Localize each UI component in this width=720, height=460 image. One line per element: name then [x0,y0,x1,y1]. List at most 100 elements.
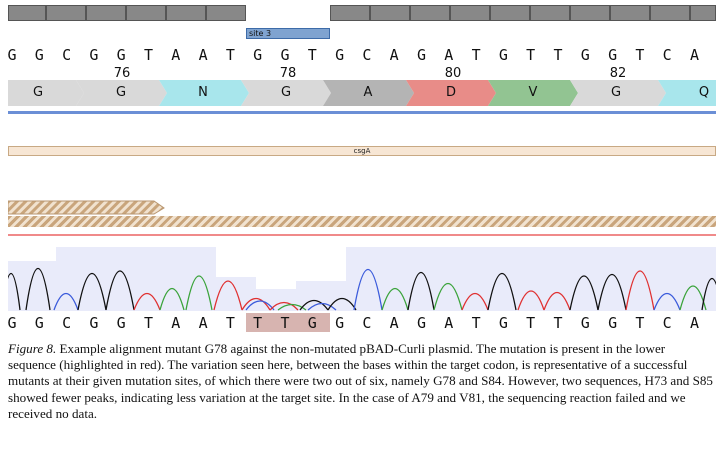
base-letter: G [89,46,99,64]
base-letter: A [198,46,208,64]
coverage-segment [86,5,126,21]
amino-acid-label: G [32,85,44,100]
read-base-letter: T [635,314,645,332]
read-base-letter: T [143,314,154,332]
amino-acid-arrow [241,80,331,106]
base-letter: G [253,46,263,64]
amino-acid-arrow [406,80,496,106]
base-letter: G [416,46,427,64]
coverage-segment [650,5,690,21]
amino-acid-label: V [528,85,538,100]
amino-acid-arrow [658,80,716,106]
coverage-segment [690,5,716,21]
base-letter: T [526,46,536,64]
amino-acid-label: G [115,85,127,100]
base-letter: C [62,46,72,64]
read-arrow-shape [8,200,165,215]
selection-line [8,111,716,114]
base-letter: G [608,46,618,64]
amino-acid-label: Q [698,85,710,100]
read-base-letter: G [116,314,126,332]
trace-t [213,280,243,311]
read-base-letter: G [580,314,590,332]
trace-a [433,282,463,311]
trace-a [159,288,185,311]
trace-g [327,297,357,311]
amino-acid-label: D [445,85,456,100]
trace-c [53,292,79,311]
trace-g [407,272,435,311]
read-base-letter: T [526,314,536,332]
base-letter: G [34,46,44,64]
coverage-segment [8,5,46,21]
coverage-segment [46,5,86,21]
mutation-track-line [8,234,716,236]
coverage-segment [166,5,206,21]
amino-acid-label: G [610,85,622,100]
trace-c [307,302,337,311]
trace-t [133,292,161,311]
amino-acid-arrow [570,80,666,106]
coverage-segment [126,5,166,21]
amino-acid-label: N [198,85,208,100]
read-base-letter: A [689,314,700,332]
base-letter: G [7,46,17,64]
coverage-segment [370,5,410,21]
csga-feature-bar[interactable]: csgA [8,146,716,156]
coverage-segment [530,5,570,21]
base-letter: T [635,46,645,64]
base-letter: G [116,46,126,64]
coverage-segment [490,5,530,21]
read-base-letter: G [335,314,345,332]
trace-g [701,277,716,311]
site-annotation[interactable]: site 3 [246,28,330,39]
coverage-segment [610,5,650,21]
read-base-letter: T [553,314,563,332]
base-letter: A [389,46,399,64]
read-bar[interactable] [8,216,716,227]
trace-g [25,268,51,311]
read-base-letter: G [34,314,44,332]
position-number: 80 [444,66,462,81]
coverage-segment [330,5,370,21]
trace-g [569,275,599,311]
base-letter: C [662,46,672,64]
base-letter: T [143,46,154,64]
position-number: 78 [279,66,297,81]
base-letter: A [171,46,181,64]
amino-acid-label: G [280,85,292,100]
read-base-letter: A [198,314,208,332]
trace-t [269,301,299,311]
trace-t [461,292,489,311]
trace-t [543,291,571,311]
trace-t [625,270,655,311]
trace-plot [8,268,716,311]
amino-acid-arrow [323,80,414,106]
trace-a [277,303,307,311]
caption-text: Example alignment mutant G78 against the… [8,341,713,421]
amino-acid-arrow [76,80,167,106]
mutation-highlight [246,313,330,332]
position-number: 76 [113,66,131,81]
read-base-letter: T [471,314,481,332]
base-letter: T [225,46,235,64]
trace-g [105,270,135,311]
read-base-letter: A [389,314,399,332]
read-base-letter: G [608,314,618,332]
trace-a [185,275,213,311]
read-base-letter: G [498,314,508,332]
coverage-segment [206,5,246,21]
read-base-letter: T [253,314,263,332]
base-letter: A [689,46,700,64]
base-letter: G [280,46,290,64]
read-base-letter: G [416,314,427,332]
read-sequence: G G C G G T A A T T T G G C A G A T G T … [0,314,720,334]
coverage-segment [410,5,450,21]
read-base-letter: C [362,314,372,332]
base-letter: G [498,46,508,64]
trace-c [353,269,383,311]
read-base-letter: G [7,314,17,332]
trace-t [241,297,271,311]
trace-c [245,300,275,311]
chromatogram [8,247,716,311]
